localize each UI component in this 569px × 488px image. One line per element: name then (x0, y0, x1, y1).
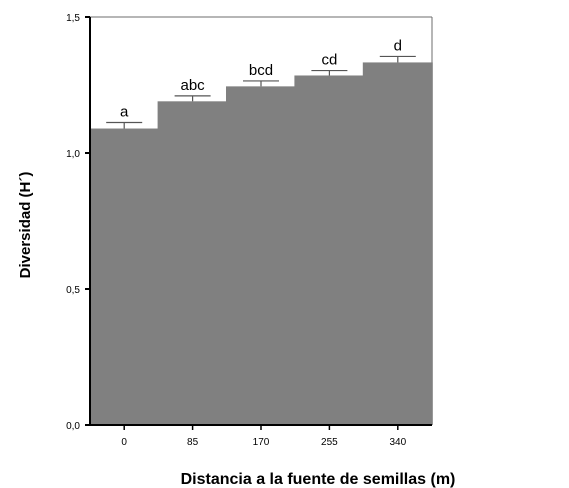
bars: a abc bcd cd d (89, 37, 433, 426)
significance-label: cd (321, 52, 337, 69)
significance-label: d (394, 37, 402, 54)
x-tick-label: 170 (253, 437, 270, 448)
y-tick-label: 0,0 (66, 421, 80, 432)
significance-label: a (120, 104, 129, 121)
y-axis-title: Diversidad (H´) (17, 172, 34, 279)
significance-label: bcd (249, 62, 273, 79)
bar (362, 62, 433, 425)
x-tick-label: 340 (389, 437, 406, 448)
y-axis: 0,0 0,5 1,0 1,5 (66, 13, 91, 432)
x-tick-label: 0 (121, 437, 127, 448)
bar (89, 128, 160, 425)
significance-label: abc (181, 77, 206, 94)
bar (226, 86, 296, 426)
bar (157, 101, 228, 425)
x-axis: 0 85 170 255 340 (90, 424, 432, 448)
y-tick-label: 1,0 (66, 149, 80, 160)
bar (294, 75, 365, 425)
y-tick-label: 1,5 (66, 13, 80, 24)
x-axis-title: Distancia a la fuente de semillas (m) (181, 471, 456, 488)
x-tick-label: 85 (187, 437, 199, 448)
y-tick-label: 0,5 (66, 285, 80, 296)
x-tick-label: 255 (321, 437, 338, 448)
